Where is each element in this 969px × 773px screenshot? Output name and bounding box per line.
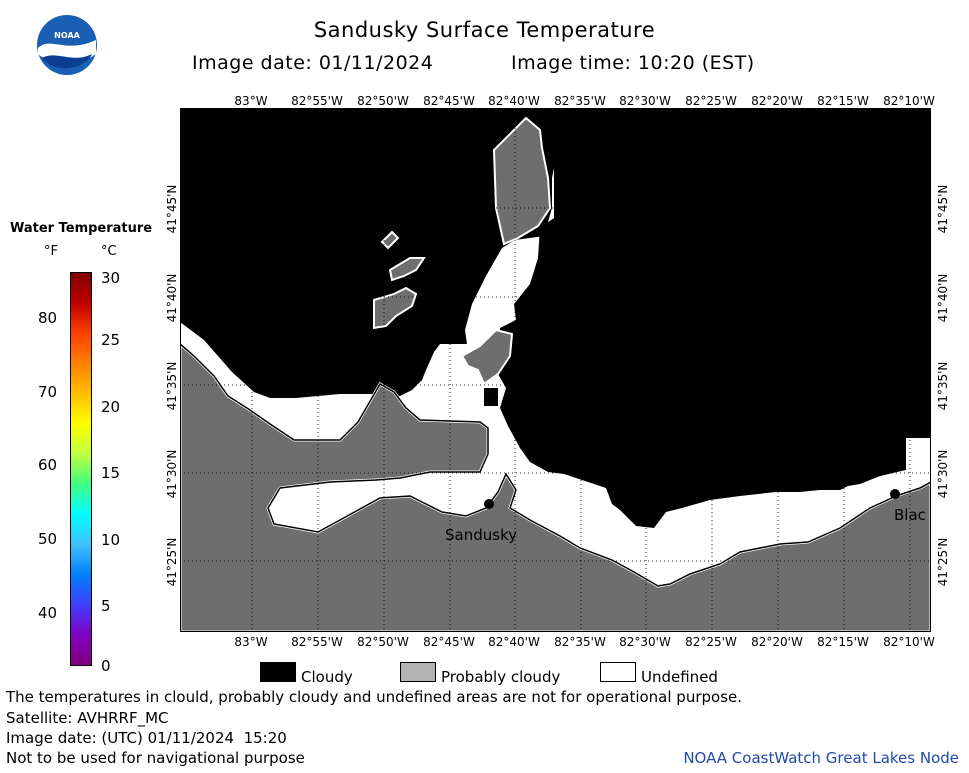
utc-date-text: Image date: (UTC) 01/11/2024 15:20 — [6, 729, 287, 747]
noaa-logo-icon: NOAA — [37, 15, 97, 75]
sandusky-marker — [484, 499, 494, 509]
probably-cloudy-area — [460, 328, 514, 386]
cloudy-area — [484, 388, 498, 406]
lat-label-left: 41°30'N — [165, 449, 179, 499]
cloudy-area — [410, 330, 430, 344]
lon-label-bottom: 82°35'W — [554, 635, 606, 649]
lon-label-top: 82°10'W — [883, 94, 935, 108]
lat-label-right: 41°40'N — [936, 273, 950, 323]
lat-label-right: 41°30'N — [936, 449, 950, 499]
map-canvas: Sandusky Blac — [180, 108, 931, 632]
lon-label-bottom: 82°45'W — [423, 635, 475, 649]
probably-cloudy-area — [388, 257, 426, 282]
noaa-logo-text: NOAA — [54, 31, 80, 40]
lat-label-right: 41°25'N — [936, 537, 950, 587]
fahrenheit-tick: 50 — [38, 530, 58, 548]
credit-text: NOAA CoastWatch Great Lakes Node — [683, 749, 959, 767]
celsius-tick: 0 — [101, 657, 111, 675]
fahrenheit-tick: 80 — [38, 309, 58, 327]
lon-label-bottom: 82°55'W — [291, 635, 343, 649]
lon-label-bottom: 82°15'W — [817, 635, 869, 649]
lon-label-top: 82°35'W — [554, 94, 606, 108]
map-border — [180, 108, 931, 632]
cloudy-area — [395, 344, 431, 354]
sandusky-label: Sandusky — [445, 526, 517, 544]
lon-label-top: 82°50'W — [357, 94, 409, 108]
lon-label-top: 82°15'W — [817, 94, 869, 108]
key-probably-cloudy-swatch — [400, 662, 436, 682]
page-title: Sandusky Surface Temperature — [313, 18, 656, 42]
key-undefined-swatch — [600, 662, 636, 682]
fahrenheit-tick: 60 — [38, 456, 58, 474]
celsius-tick: 15 — [101, 464, 121, 482]
celsius-tick: 5 — [101, 597, 111, 615]
blac-marker — [890, 489, 900, 499]
image-date: Image date: 01/11/2024 — [192, 52, 434, 74]
lat-label-left: 41°25'N — [165, 537, 179, 587]
temperature-colorbar — [70, 272, 92, 666]
celsius-tick: 20 — [101, 398, 121, 416]
lat-label-left: 41°35'N — [165, 361, 179, 411]
satellite-text: Satellite: AVHRRF_MC — [6, 709, 169, 727]
image-time: Image time: 10:20 (EST) — [511, 52, 755, 74]
key-probably-cloudy-label: Probably cloudy — [441, 668, 561, 686]
probably-cloudy-area — [373, 286, 418, 330]
unit-fahrenheit: °F — [44, 244, 58, 259]
probably-cloudy-area — [492, 116, 552, 246]
probably-cloudy-area — [380, 230, 400, 250]
celsius-tick: 30 — [101, 269, 121, 287]
navigation-warning: Not to be used for navigational purpose — [6, 749, 305, 767]
lat-label-left: 41°45'N — [165, 184, 179, 234]
lat-label-left: 41°40'N — [165, 273, 179, 323]
lon-label-top: 82°40'W — [488, 94, 540, 108]
key-undefined-label: Undefined — [641, 668, 718, 686]
lon-label-top: 82°55'W — [291, 94, 343, 108]
lon-label-top: 83°W — [234, 94, 268, 108]
legend-title: Water Temperature — [10, 221, 153, 236]
blac-label: Blac — [894, 506, 926, 524]
lon-label-top: 82°20'W — [751, 94, 803, 108]
key-cloudy-label: Cloudy — [301, 668, 353, 686]
fahrenheit-tick: 40 — [38, 604, 58, 622]
coastline — [180, 343, 931, 587]
map-panel: Sandusky Blac — [180, 108, 931, 632]
lon-label-top: 82°25'W — [685, 94, 737, 108]
lon-label-bottom: 83°W — [234, 635, 268, 649]
noaa-logo: NOAA — [36, 14, 98, 76]
fahrenheit-tick: 70 — [38, 383, 58, 401]
disclaimer-text: The temperatures in clould, probably clo… — [6, 688, 743, 706]
key-cloudy-swatch — [260, 662, 296, 682]
celsius-tick: 25 — [101, 331, 121, 349]
lon-label-bottom: 82°30'W — [619, 635, 671, 649]
lat-label-right: 41°45'N — [936, 184, 950, 234]
lon-label-bottom: 82°50'W — [357, 635, 409, 649]
lon-label-top: 82°30'W — [619, 94, 671, 108]
lat-label-right: 41°35'N — [936, 361, 950, 411]
cloudy-area — [180, 108, 931, 528]
graticule — [180, 108, 931, 632]
celsius-tick: 10 — [101, 531, 121, 549]
lon-label-bottom: 82°25'W — [685, 635, 737, 649]
lon-label-top: 82°45'W — [423, 94, 475, 108]
lon-label-bottom: 82°10'W — [883, 635, 935, 649]
lon-label-bottom: 82°40'W — [488, 635, 540, 649]
lon-label-bottom: 82°20'W — [751, 635, 803, 649]
unit-celsius: °C — [101, 244, 117, 259]
